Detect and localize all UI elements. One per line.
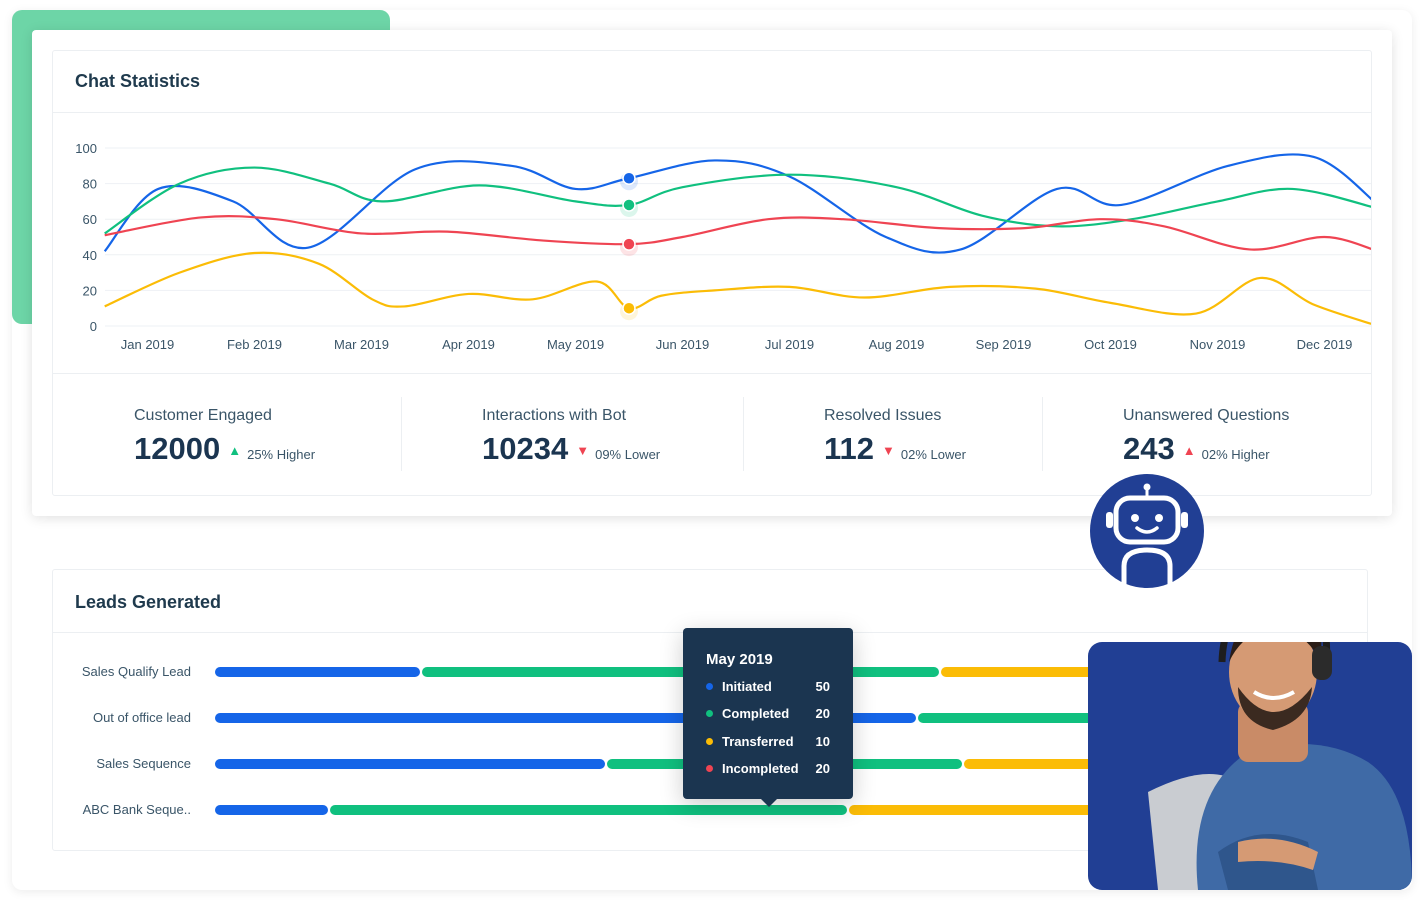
- divider: [743, 397, 744, 471]
- kpi-delta: 09% Lower: [595, 447, 661, 462]
- x-tick-label: Nov 2019: [1190, 337, 1246, 352]
- divider: [53, 112, 1371, 113]
- tooltip-label: Initiated: [722, 679, 772, 694]
- kpi-label: Resolved Issues: [824, 407, 942, 424]
- y-tick-label: 20: [83, 283, 97, 298]
- tooltip-value: 20: [815, 706, 830, 721]
- legend-dot-icon: [706, 710, 713, 717]
- chatbot-avatar: [1090, 474, 1204, 588]
- lead-row-label: ABC Bank Seque..: [82, 802, 191, 817]
- x-tick-label: Jan 2019: [121, 337, 175, 352]
- highlight-point-0[interactable]: [622, 171, 636, 186]
- tooltip-value: 20: [815, 761, 830, 776]
- highlight-point-2[interactable]: [622, 237, 636, 251]
- kpi-unanswered-questions: Unanswered Questions 243 ▲ 02% Higher: [1123, 407, 1289, 467]
- lead-bar-segment-initiated[interactable]: [215, 667, 421, 677]
- kpi-customer-engaged: Customer Engaged 12000 ▲ 25% Higher: [134, 407, 315, 467]
- arrow-up-icon: ▲: [228, 443, 242, 458]
- arrow-down-icon: ▼: [576, 443, 590, 458]
- y-tick-label: 80: [83, 177, 97, 192]
- tooltip-label: Incompleted: [722, 761, 799, 776]
- kpi-label: Unanswered Questions: [1123, 407, 1290, 424]
- lead-row-label: Out of office lead: [92, 710, 191, 725]
- series-line-3[interactable]: [104, 251, 1371, 326]
- tooltip-row-completed: Completed 20: [706, 706, 830, 721]
- tooltip-row-transferred: Transferred 10: [706, 734, 830, 749]
- x-tick-label: Aug 2019: [869, 337, 925, 352]
- arrow-up-icon: ▲: [1182, 443, 1196, 458]
- series-line-2[interactable]: [104, 215, 1371, 251]
- lead-bar-segment-completed[interactable]: [330, 805, 847, 815]
- robot-icon: [1106, 483, 1188, 588]
- divider: [53, 373, 1371, 374]
- y-tick-label: 40: [83, 248, 97, 263]
- series-line-0[interactable]: [103, 153, 1371, 254]
- person-with-headset-illustration: [1148, 642, 1412, 890]
- highlight-point-1[interactable]: [622, 198, 636, 212]
- y-tick-label: 60: [83, 212, 97, 227]
- chat-statistics-title: Chat Statistics: [75, 71, 201, 91]
- tooltip-value: 50: [815, 679, 830, 694]
- tooltip-row-initiated: Initiated 50: [706, 679, 830, 694]
- legend-dot-icon: [706, 738, 713, 745]
- chat-statistics-chart[interactable]: 0 20 40 60 80 100 Jan 2019 Feb 2019 Mar 2019 Apr …: [53, 51, 1371, 371]
- x-tick-label: Mar 2019: [334, 337, 389, 352]
- kpi-value: 10234: [482, 431, 569, 466]
- kpi-label: Customer Engaged: [134, 407, 272, 424]
- kpi-delta: 25% Higher: [247, 447, 316, 462]
- highlight-point-3[interactable]: [622, 301, 636, 315]
- lead-bar-segment-transferred[interactable]: [963, 759, 1124, 769]
- series-line-1[interactable]: [104, 166, 1371, 235]
- lead-bar-segment-initiated[interactable]: [215, 805, 329, 815]
- kpi-interactions-with-bot: Interactions with Bot 10234 ▼ 09% Lower: [482, 407, 660, 467]
- divider: [401, 397, 402, 471]
- kpi-delta: 02% Lower: [900, 447, 966, 462]
- legend-dot-icon: [706, 765, 713, 772]
- lead-row-label: Sales Sequence: [96, 756, 191, 771]
- chat-statistics-card: Chat Statistics 0 20 40 60 80 100 Jan 2019 Feb …: [32, 30, 1392, 516]
- x-tick-label: May 2019: [547, 337, 604, 352]
- agent-photo: [1088, 642, 1412, 890]
- x-tick-label: Oct 2019: [1084, 337, 1137, 352]
- x-tick-label: Jun 2019: [656, 337, 710, 352]
- kpi-label: Interactions with Bot: [482, 407, 627, 424]
- legend-dot-icon: [706, 683, 713, 690]
- chart-tooltip: May 2019 Initiated 50 Completed 20 Trans…: [683, 628, 853, 807]
- divider: [1042, 397, 1043, 471]
- kpi-value: 12000: [134, 431, 221, 466]
- x-tick-label: Dec 2019: [1297, 337, 1353, 352]
- x-tick-label: Jul 2019: [765, 337, 814, 352]
- kpi-delta: 02% Higher: [1201, 447, 1270, 462]
- lead-bar-segment-initiated[interactable]: [215, 759, 605, 769]
- tooltip-title: May 2019: [706, 651, 773, 668]
- x-tick-label: Sep 2019: [976, 337, 1032, 352]
- tooltip-value: 10: [815, 734, 830, 749]
- arrow-down-icon: ▼: [882, 443, 895, 458]
- kpi-value: 243: [1123, 431, 1175, 466]
- y-tick-label: 0: [90, 319, 97, 334]
- kpi-value: 112: [824, 431, 875, 466]
- lead-row-label: Sales Qualify Lead: [81, 664, 191, 679]
- lead-bar-segment-initiated[interactable]: [215, 713, 916, 723]
- chat-statistics-panel: Chat Statistics 0 20 40 60 80 100 Jan 2019 Feb …: [52, 50, 1372, 496]
- y-tick-label: 100: [75, 141, 97, 156]
- x-tick-label: Apr 2019: [442, 337, 495, 352]
- tooltip-label: Transferred: [722, 734, 794, 749]
- lead-bar-segment-completed[interactable]: [422, 667, 939, 677]
- kpi-resolved-issues: Resolved Issues 112 ▼ 02% Lower: [824, 407, 966, 467]
- tooltip-label: Completed: [722, 706, 790, 721]
- tooltip-row-incompleted: Incompleted 20: [706, 761, 830, 776]
- x-tick-label: Feb 2019: [227, 337, 282, 352]
- leads-generated-title: Leads Generated: [75, 592, 222, 612]
